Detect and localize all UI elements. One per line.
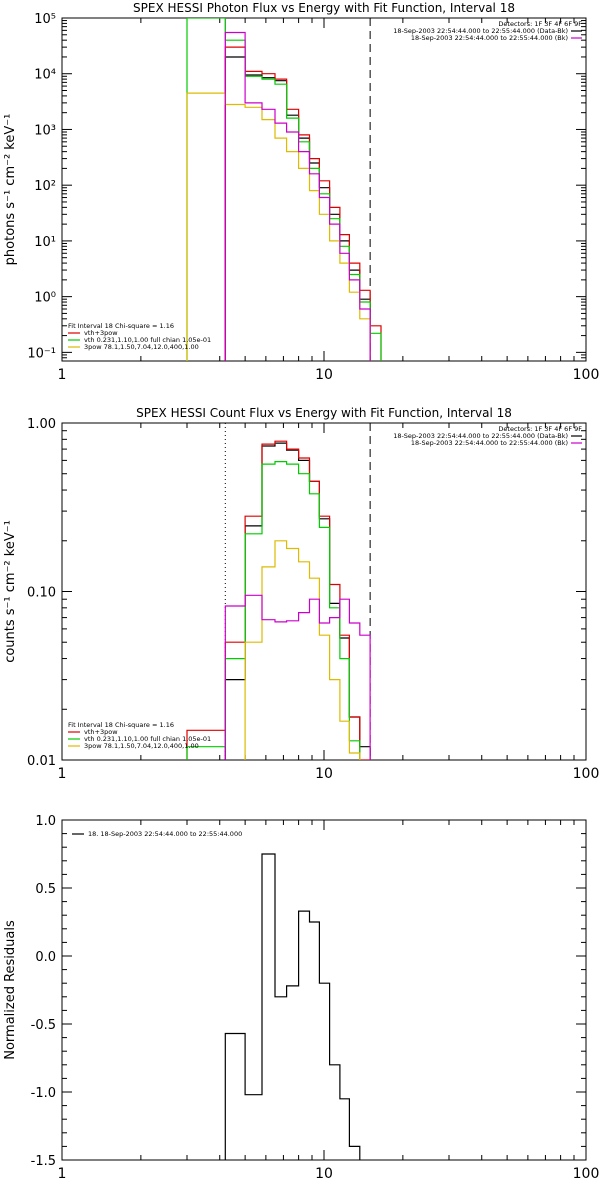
y-axis-label: photons s⁻¹ cm⁻² keV⁻¹ [3, 114, 18, 266]
x-tick-label: 100 [573, 766, 600, 782]
plot-frame [61, 819, 587, 1161]
legend-entry-label: 18-Sep-2003 22:54:44.000 to 22:55:44.000… [411, 439, 568, 447]
legend-header: Fit Interval 18 Chi-square = 1.16 [68, 322, 174, 330]
legend-left: 18. 18-Sep-2003 22:54:44.000 to 22:55:44… [72, 830, 242, 838]
y-tick-label: -0.5 [31, 1018, 56, 1033]
x-axis: 1 10 100 [58, 820, 600, 1182]
chart-title: SPEX HESSI Count Flux vs Energy with Fit… [136, 406, 512, 420]
y-axis: -1.5 -1.0 -0.5 0.0 0.5 1.0 [31, 814, 586, 1169]
series-5-line [224, 31, 371, 361]
legend-header: Detectors: 1F 3F 4F 6F 9F [498, 425, 582, 433]
series-group [186, 18, 382, 361]
legend-entry-label: vth 0.231,1.10,1.00 full chian 1.05e-01 [84, 336, 211, 344]
legend-header: Detectors: 1F 3F 4F 6F 9F [498, 20, 582, 28]
series-3-line [186, 461, 361, 760]
legend-entry-label: vth+3pow [84, 728, 118, 736]
legend-header: Fit Interval 18 Chi-square = 1.16 [68, 721, 174, 729]
legend-left: Fit Interval 18 Chi-square = 1.16vth+3po… [68, 322, 211, 351]
chart-panel-3: 1 10 100 -1.5 -1.0 -0.5 0.0 0.5 1.0 Normalized Re… [3, 814, 600, 1182]
series-5-line [224, 594, 371, 760]
series-group [186, 440, 371, 760]
x-axis: 1 10 100 [58, 423, 600, 782]
y-tick-label: 0.01 [27, 754, 56, 769]
y-tick-label: 10² [34, 179, 56, 194]
y-tick-label: 0.0 [35, 950, 56, 965]
x-tick-label: 100 [573, 1166, 600, 1182]
y-axis: 10⁻¹ 10⁰ 10¹ 10² 10³ 10⁴ 10⁵ [27, 12, 586, 362]
series-2-line [224, 46, 382, 361]
y-tick-label: 10¹ [34, 235, 56, 250]
legend-entry-label: 3pow 78.1,1.50,7.04,12.0,400,1.00 [84, 742, 199, 750]
y-tick-label: 1.00 [27, 417, 56, 432]
chart-panel-1: SPEX HESSI Photon Flux vs Energy with Fi… [3, 1, 600, 383]
y-tick-label: 0.10 [27, 586, 56, 601]
series-group [224, 853, 361, 1160]
y-tick-label: 1.0 [35, 814, 56, 829]
y-axis: 0.01 0.10 1.00 [27, 417, 586, 769]
y-tick-label: 0.5 [35, 882, 56, 897]
plot-frame [61, 17, 587, 362]
legend-entry-label: 18-Sep-2003 22:54:44.000 to 22:55:44.000… [393, 27, 568, 35]
y-axis-label: counts s⁻¹ cm⁻² keV⁻¹ [3, 520, 18, 663]
y-tick-label: 10⁴ [34, 68, 56, 83]
x-tick-label: 10 [315, 1166, 333, 1182]
plot-frame [61, 422, 587, 761]
x-tick-label: 1 [58, 1166, 67, 1182]
series-3-line [186, 18, 382, 361]
x-tick-label: 1 [58, 766, 67, 782]
series-2-line [186, 440, 371, 760]
legend-entry-label: 18-Sep-2003 22:54:44.000 to 22:55:44.000… [393, 432, 568, 440]
series-1-line [224, 442, 371, 760]
x-tick-label: 1 [58, 367, 67, 383]
legend-left: Fit Interval 18 Chi-square = 1.16vth+3po… [68, 721, 211, 750]
chart-title: SPEX HESSI Photon Flux vs Energy with Fi… [133, 1, 515, 15]
y-tick-label: 10⁰ [34, 291, 56, 306]
x-tick-label: 10 [315, 766, 333, 782]
legend-entry-label: vth+3pow [84, 329, 118, 337]
y-axis-label: Normalized Residuals [3, 920, 18, 1060]
legend-entry-label: 18-Sep-2003 22:54:44.000 to 22:55:44.000… [411, 34, 568, 42]
x-tick-label: 10 [315, 367, 333, 383]
series-1-line [224, 853, 361, 1160]
y-tick-label: 10³ [34, 123, 56, 138]
chart-panel-2: SPEX HESSI Count Flux vs Energy with Fit… [3, 406, 600, 782]
y-tick-label: 10⁵ [34, 12, 56, 27]
legend-entry-label: 18. 18-Sep-2003 22:54:44.000 to 22:55:44… [88, 830, 242, 838]
y-tick-label: -1.0 [31, 1086, 56, 1101]
x-tick-label: 100 [573, 367, 600, 383]
series-4-line [244, 540, 361, 760]
y-tick-label: 10⁻¹ [27, 346, 56, 361]
legend-entry-label: 3pow 78.1,1.50,7.04,12.0,400,1.00 [84, 343, 199, 351]
legend-entry-label: vth 0.231,1.10,1.00 full chian 1.05e-01 [84, 735, 211, 743]
x-axis: 1 10 100 [58, 18, 600, 383]
series-4-line [186, 92, 371, 361]
y-tick-label: -1.5 [31, 1154, 56, 1169]
